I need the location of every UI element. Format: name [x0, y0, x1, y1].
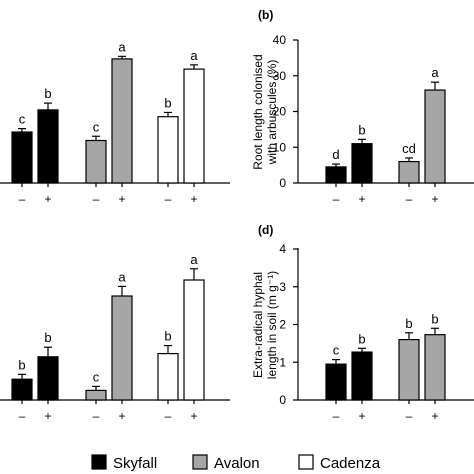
- significance-label: b: [18, 357, 25, 372]
- bar: [157, 353, 179, 401]
- bar: [183, 68, 205, 184]
- y-axis-label-line: length in soil (m g⁻¹): [265, 271, 279, 379]
- legend-label: Skyfall: [113, 455, 157, 472]
- y-tick-label: 0: [279, 393, 286, 407]
- treatment-label: –: [406, 192, 413, 206]
- bar: [183, 279, 205, 401]
- y-axis-label: Root length colonisedwith arbuscules (%): [251, 54, 279, 169]
- bar: [37, 356, 59, 401]
- significance-label: a: [118, 269, 126, 284]
- panel-title: (d): [258, 223, 273, 237]
- y-tick-label: 4: [279, 242, 286, 256]
- legend-label: Cadenza: [320, 455, 381, 472]
- bar: [351, 351, 373, 401]
- treatment-label: +: [118, 409, 125, 423]
- significance-label: c: [19, 112, 26, 127]
- significance-label: b: [405, 316, 412, 331]
- significance-label: b: [164, 95, 171, 110]
- bar: [85, 389, 107, 401]
- treatment-label: +: [118, 192, 125, 206]
- bar: [157, 116, 179, 184]
- treatment-label: –: [333, 409, 340, 423]
- y-axis-label: Extra-radical hyphallength in soil (m g⁻…: [251, 271, 279, 379]
- y-axis-label-line: Root length colonised: [251, 54, 265, 169]
- legend-swatch: [91, 454, 107, 470]
- treatment-label: +: [44, 192, 51, 206]
- treatment-label: –: [165, 409, 172, 423]
- bar: [111, 58, 133, 184]
- significance-label: b: [44, 330, 51, 345]
- bar: [398, 339, 420, 401]
- y-tick-label: 1: [279, 355, 286, 369]
- treatment-label: +: [44, 409, 51, 423]
- legend-swatch: [192, 454, 208, 470]
- treatment-label: –: [19, 192, 26, 206]
- y-tick-label: 40: [273, 33, 287, 47]
- legend-label: Avalon: [214, 455, 260, 472]
- significance-label: b: [358, 122, 365, 137]
- treatment-label: –: [93, 409, 100, 423]
- significance-label: b: [44, 86, 51, 101]
- significance-label: a: [190, 252, 198, 267]
- bar: [11, 131, 33, 184]
- bar: [325, 363, 347, 401]
- bar: [424, 89, 446, 184]
- panel-b: 0 10 20 30 40 Root length colonisedwith arbus…: [251, 8, 474, 206]
- y-axis-label-line: with arbuscules (%): [265, 60, 279, 166]
- treatment-label: –: [165, 192, 172, 206]
- y-tick-label: 30: [273, 69, 287, 83]
- y-tick-label: 3: [279, 280, 286, 294]
- significance-label: a: [431, 65, 439, 80]
- significance-label: b: [358, 331, 365, 346]
- treatment-label: +: [431, 409, 438, 423]
- bar: [11, 378, 33, 401]
- significance-label: a: [190, 48, 198, 63]
- y-tick-label: 0: [279, 176, 286, 190]
- legend-swatch: [298, 454, 314, 470]
- panel-title: (b): [258, 8, 273, 22]
- treatment-label: +: [431, 192, 438, 206]
- significance-label: b: [164, 329, 171, 344]
- y-tick-label: 20: [273, 105, 287, 119]
- bar: [111, 295, 133, 401]
- panel-a: c – b + c – a + b – a +: [0, 39, 230, 206]
- y-tick-label: 10: [273, 140, 287, 154]
- significance-label: c: [333, 343, 340, 358]
- y-axis-label-line: Extra-radical hyphal: [251, 272, 265, 378]
- bar: [351, 143, 373, 184]
- treatment-label: +: [190, 192, 197, 206]
- panel-c: b – b + c – a + b – a +: [0, 252, 230, 423]
- significance-label: a: [118, 39, 126, 54]
- treatment-label: –: [406, 409, 413, 423]
- bar: [398, 160, 420, 184]
- bar: [37, 109, 59, 184]
- significance-label: b: [431, 311, 438, 326]
- treatment-label: –: [333, 192, 340, 206]
- significance-label: cd: [402, 141, 416, 156]
- bar: [424, 334, 446, 401]
- significance-label: c: [93, 369, 100, 384]
- significance-label: c: [93, 119, 100, 134]
- treatment-label: +: [190, 409, 197, 423]
- legend: Skyfall Avalon Cadenza: [91, 454, 381, 472]
- treatment-label: +: [358, 409, 365, 423]
- treatment-label: +: [358, 192, 365, 206]
- treatment-label: –: [93, 192, 100, 206]
- significance-label: d: [332, 147, 339, 162]
- treatment-label: –: [19, 409, 26, 423]
- panel-d: 0 1 2 3 4 Extra-radical hyphallength in soil …: [251, 223, 474, 423]
- bar: [325, 166, 347, 184]
- y-tick-label: 2: [279, 318, 286, 332]
- bar: [85, 139, 107, 184]
